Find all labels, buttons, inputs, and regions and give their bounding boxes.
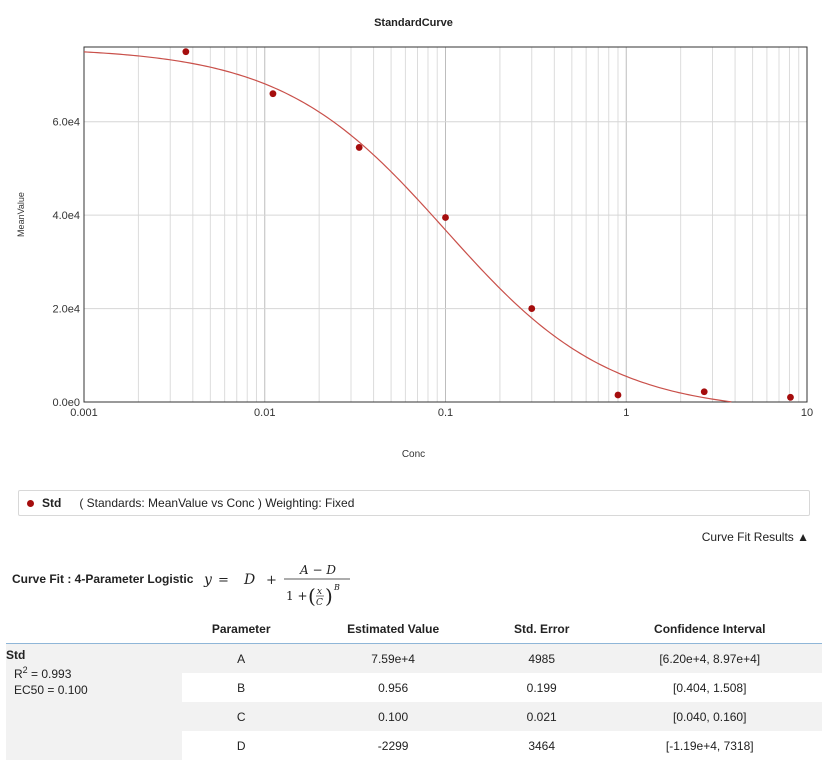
header-confidence-interval: Confidence Interval (654, 622, 766, 636)
x-axis-label: Conc (402, 449, 425, 460)
table-row: B 0.956 0.199 [0.404, 1.508] (6, 673, 822, 702)
y-axis-label: MeanValue (16, 192, 26, 237)
parameter-table: Parameter Estimated Value Std. Error Con… (6, 615, 822, 760)
data-point (269, 90, 277, 98)
curve-fit-results-toggle[interactable]: Curve Fit Results ▲ (701, 530, 809, 544)
header-estimated-value: Estimated Value (347, 622, 440, 636)
group-name: Std (6, 648, 26, 662)
data-point (355, 144, 363, 151)
chart-title: StandardCurve (374, 17, 453, 29)
y-tick-label: 4.0e4 (52, 210, 80, 222)
chart-svg: 0.001 0.01 0.1 1 10 0.0e0 2.0e4 4.0e4 6.0e4 Stand… (16, 17, 813, 460)
x-tick-label: 1 (623, 407, 629, 419)
svg-text:y: y (203, 572, 213, 588)
data-point (700, 388, 708, 396)
param-ci: [-1.19e+4, 7318] (665, 738, 754, 753)
r-squared-value: = 0.993 (27, 667, 72, 681)
data-point (614, 391, 622, 399)
svg-text:x: x (317, 587, 322, 597)
curve-fit-title: Curve Fit : 4-Parameter Logistic (12, 572, 194, 586)
fit-curve-line (83, 51, 732, 403)
param-name: D (236, 738, 246, 753)
x-tick-label: 0.001 (70, 407, 98, 419)
table-header-row: Parameter Estimated Value Std. Error Con… (6, 615, 822, 644)
logistic-formula: y = D + A − D 1 + ( x C ) B (203, 560, 354, 612)
y-tick-label: 6.0e4 (52, 117, 80, 129)
legend-box: Std ( Standards: MeanValue vs Conc ) Wei… (18, 490, 810, 516)
legend-description: ( Standards: MeanValue vs Conc ) Weighti… (79, 496, 355, 510)
data-point (182, 48, 190, 56)
table-row: D -2299 3464 [-1.19e+4, 7318] (6, 731, 822, 760)
svg-text:(: ( (308, 584, 316, 608)
x-tick-label: 0.1 (438, 407, 453, 419)
param-value: -2299 (377, 738, 409, 753)
svg-text:=: = (218, 573, 229, 588)
y-tick-label: 0.0e0 (52, 397, 80, 409)
param-value: 7.59e+4 (300, 643, 486, 673)
param-name: B (237, 680, 246, 695)
param-ci: [0.404, 1.508] (673, 680, 747, 695)
y-tick-label: 2.0e4 (52, 304, 80, 316)
x-tick-label: 10 (801, 407, 813, 419)
param-name: C (182, 702, 301, 731)
svg-text:A − D: A − D (299, 563, 336, 577)
svg-text:): ) (325, 584, 333, 608)
x-tick-label: 0.01 (254, 407, 275, 419)
header-group (6, 615, 182, 644)
header-std-error: Std. Error (514, 622, 570, 636)
r-squared: R2 = 0.993 (14, 662, 182, 682)
param-stderr: 4985 (485, 643, 598, 673)
r-squared-label: R (14, 667, 23, 681)
param-stderr: 0.199 (526, 680, 557, 695)
header-parameter: Parameter (211, 622, 271, 636)
plot-frame (83, 46, 808, 403)
table-row: Std R2 = 0.993 EC50 = 0.100 A 7.59e+4 49… (6, 643, 822, 760)
data-point (442, 214, 449, 221)
svg-text:D: D (243, 572, 255, 588)
legend-series-name: Std (42, 496, 62, 510)
formula-svg: y = D + A − D 1 + ( x C ) B (203, 563, 350, 608)
legend-marker-icon (27, 499, 34, 507)
param-stderr: 3464 (528, 738, 556, 753)
param-name: A (182, 643, 301, 673)
svg-text:1 +: 1 + (286, 589, 308, 603)
param-stderr: 0.021 (485, 702, 598, 731)
param-ci: [6.20e+4, 8.97e+4] (597, 643, 822, 673)
svg-text:B: B (333, 583, 340, 592)
svg-text:C: C (316, 598, 323, 608)
data-point (528, 305, 536, 312)
svg-text:+: + (266, 573, 277, 588)
param-value: 0.100 (300, 702, 486, 731)
r-squared-exponent: 2 (22, 665, 28, 675)
standard-curve-chart: 0.001 0.01 0.1 1 10 0.0e0 2.0e4 4.0e4 6.0e4 Stand… (16, 17, 813, 460)
group-summary-cell: Std R2 = 0.993 EC50 = 0.100 (6, 643, 182, 760)
ec50-value: EC50 = 0.100 (14, 683, 88, 697)
param-value: 0.956 (378, 680, 409, 695)
param-ci: [0.040, 0.160] (597, 702, 822, 731)
data-point (787, 393, 794, 401)
table-row: C 0.100 0.021 [0.040, 0.160] (6, 702, 822, 731)
